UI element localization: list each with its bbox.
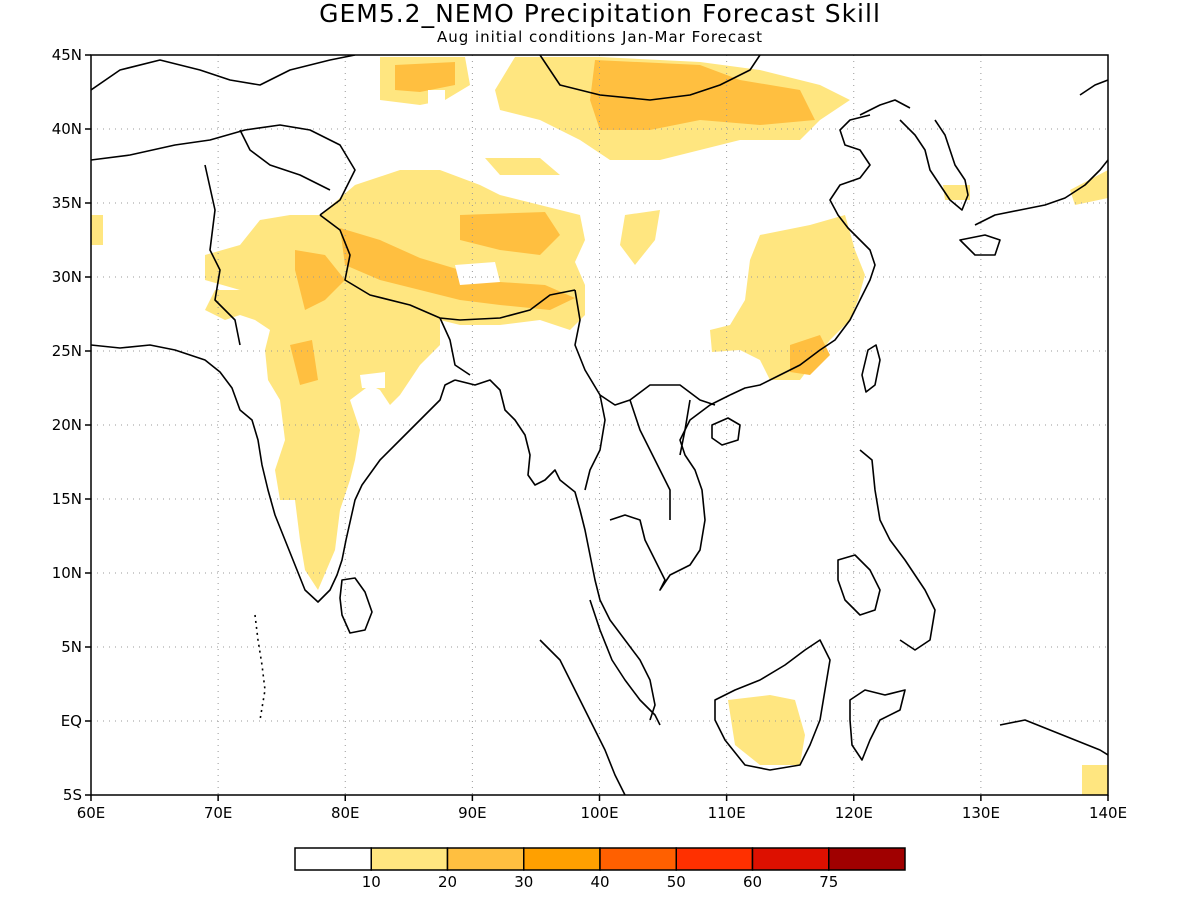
colorbar-swatch xyxy=(828,847,906,871)
latitude-axis: 45N 40N 35N 30N 25N 20N 15N 10N 5N EQ 5S xyxy=(52,46,91,804)
lat-tick-label: 25N xyxy=(52,342,82,360)
lat-tick-label: 30N xyxy=(52,268,82,286)
lat-tick-label: 10N xyxy=(52,564,82,582)
lon-tick-label: 130E xyxy=(962,804,1000,822)
lon-tick-label: 70E xyxy=(204,804,233,822)
lon-tick-label: 100E xyxy=(580,804,618,822)
colorbar-label: 30 xyxy=(514,873,533,891)
lon-tick-label: 80E xyxy=(331,804,360,822)
colorbar-label: 40 xyxy=(590,873,609,891)
colorbar-swatch xyxy=(370,847,449,871)
lat-tick-label: 35N xyxy=(52,194,82,212)
coastlines-borders xyxy=(91,55,1108,795)
colorbar: 10 20 30 40 50 60 75 xyxy=(294,847,906,891)
lon-tick-label: 120E xyxy=(835,804,873,822)
skill-shading xyxy=(91,57,1108,795)
map-subtitle: Aug initial conditions Jan-Mar Forecast xyxy=(436,28,764,46)
lat-tick-label: 5N xyxy=(61,638,82,656)
lon-tick-label: 60E xyxy=(77,804,106,822)
colorbar-label: 10 xyxy=(362,873,381,891)
lat-tick-label: 45N xyxy=(52,46,82,64)
colorbar-label: 50 xyxy=(667,873,686,891)
lat-tick-label: 40N xyxy=(52,120,82,138)
lon-tick-label: 140E xyxy=(1089,804,1127,822)
colorbar-label: 20 xyxy=(438,873,457,891)
lat-tick-label: 5S xyxy=(63,786,82,804)
colorbar-swatch xyxy=(446,847,525,871)
lon-tick-label: 90E xyxy=(458,804,487,822)
colorbar-label: 75 xyxy=(819,873,838,891)
lat-tick-label: 20N xyxy=(52,416,82,434)
colorbar-swatch xyxy=(599,847,677,871)
colorbar-swatch xyxy=(675,847,754,871)
colorbar-label: 60 xyxy=(743,873,762,891)
map-title: GEM5.2_NEMO Precipitation Forecast Skill xyxy=(319,0,881,28)
colorbar-swatch xyxy=(523,847,601,871)
colorbar-swatch xyxy=(294,847,372,871)
lon-tick-label: 110E xyxy=(708,804,746,822)
longitude-axis: 60E 70E 80E 90E 100E 110E 120E 130E 140E xyxy=(77,795,1127,822)
lat-tick-label: 15N xyxy=(52,490,82,508)
colorbar-swatch xyxy=(751,847,830,871)
lat-tick-label: EQ xyxy=(61,712,82,730)
